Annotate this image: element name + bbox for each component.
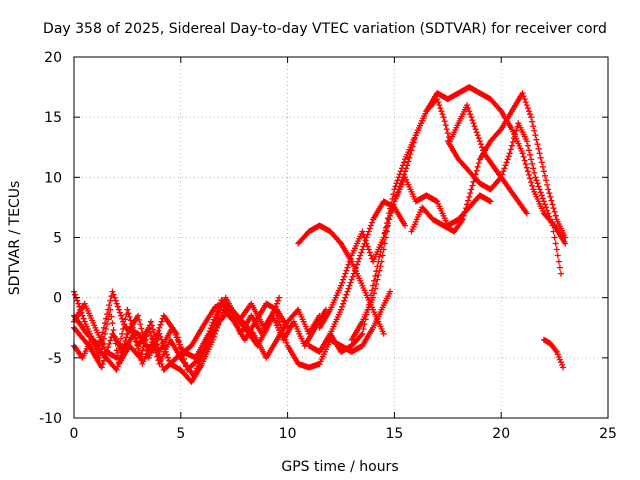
y-tick-label: -10 — [39, 411, 62, 427]
axis-ticks: 0 5 10 15 20 25 -10 -5 0 5 10 15 20 — [39, 50, 617, 442]
series-track-12 — [444, 120, 564, 277]
chart-title: Day 358 of 2025, Sidereal Day-to-day VTE… — [43, 21, 607, 37]
x-tick-label: 5 — [176, 426, 185, 442]
series-markers — [540, 336, 567, 371]
x-tick-label: 15 — [385, 426, 403, 442]
y-tick-label: 5 — [53, 231, 62, 247]
y-tick-label: 10 — [44, 170, 62, 186]
x-tick-label: 0 — [70, 426, 79, 442]
series-track-9 — [327, 84, 569, 355]
data-series — [71, 84, 569, 385]
y-tick-label: 0 — [53, 291, 62, 307]
series-track-10 — [348, 96, 530, 343]
x-tick-label: 25 — [599, 426, 617, 442]
y-axis-title: SDTVAR / TECUs — [7, 181, 23, 296]
series-track-11 — [408, 90, 569, 241]
y-tick-label: 20 — [44, 50, 62, 66]
series-markers — [327, 84, 569, 355]
x-tick-label: 20 — [492, 426, 510, 442]
x-axis-title: GPS time / hours — [281, 459, 398, 475]
x-tick-label: 10 — [279, 426, 297, 442]
y-tick-label: -5 — [48, 351, 62, 367]
series-track-13 — [540, 336, 567, 371]
series-markers — [444, 120, 564, 277]
y-tick-label: 15 — [44, 110, 62, 126]
series-markers — [348, 96, 530, 343]
series-markers — [408, 90, 569, 241]
